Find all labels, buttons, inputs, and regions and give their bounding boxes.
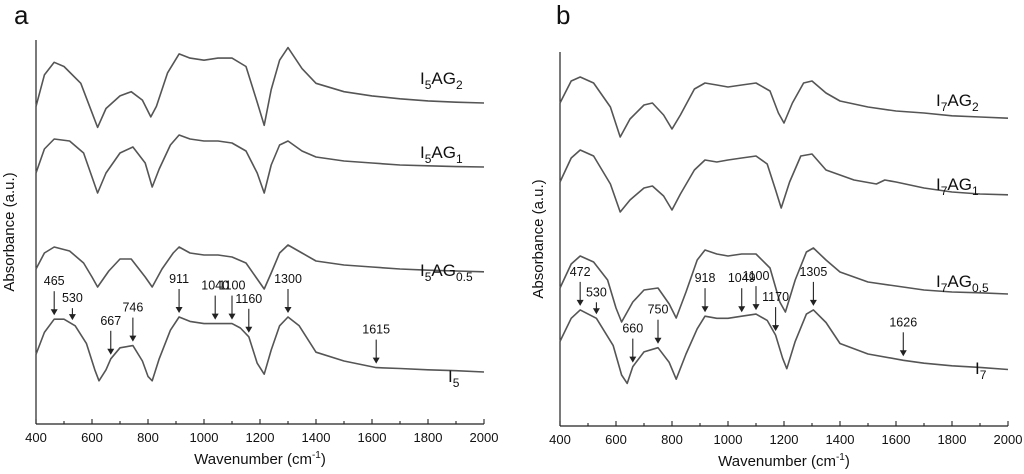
x-tick-label: 800 <box>137 430 159 445</box>
annotation-label: 465 <box>44 274 65 288</box>
annotation-label: 1100 <box>743 269 770 283</box>
annotation-label: 530 <box>586 285 607 299</box>
x-tick-label: 2000 <box>994 432 1023 447</box>
x-axis-label: Wavenumber (cm-1) <box>718 452 850 470</box>
series-line <box>559 247 1009 323</box>
annotation-label: 1300 <box>274 272 302 286</box>
y-axis-label: Absorbance (a.u.) <box>1 172 18 291</box>
x-tick-label: 400 <box>549 432 571 447</box>
annotation-arrowhead <box>809 299 817 306</box>
annotation-label: 1170 <box>762 290 789 304</box>
series-line <box>35 244 485 290</box>
annotation-label: 911 <box>169 272 189 286</box>
y-axis-label: Absorbance (a.u.) <box>530 179 547 298</box>
annotation-arrowhead <box>129 335 137 342</box>
annotation-arrowhead <box>211 313 219 320</box>
annotation-arrowhead <box>372 357 380 364</box>
x-tick-label: 1000 <box>714 432 743 447</box>
annotation-arrowhead <box>654 337 662 344</box>
x-tick-label: 1800 <box>938 432 967 447</box>
annotation-label: 1040 <box>201 279 229 293</box>
x-tick-label: 2000 <box>470 430 499 445</box>
annotation-label: 750 <box>648 303 669 317</box>
annotation-label: 1305 <box>799 265 827 279</box>
annotation-arrowhead <box>592 308 600 315</box>
x-tick-label: 1200 <box>246 430 275 445</box>
x-tick-label: 1600 <box>882 432 911 447</box>
x-tick-label: 1000 <box>190 430 219 445</box>
annotation-arrowhead <box>245 326 253 333</box>
series-label: I7AG2 <box>936 91 979 114</box>
annotation-label: 1626 <box>889 315 917 329</box>
annotation-arrowhead <box>228 313 236 320</box>
x-tick-label: 1400 <box>302 430 331 445</box>
annotation-label: 1160 <box>235 292 262 306</box>
annotation-label: 746 <box>122 301 143 315</box>
annotation-label: 530 <box>62 291 83 305</box>
annotation-arrowhead <box>772 325 780 332</box>
annotation-arrowhead <box>50 309 58 316</box>
annotation-arrowhead <box>701 306 709 313</box>
series-label: I5 <box>448 367 460 390</box>
annotation-arrowhead <box>284 307 292 313</box>
annotation-arrowhead <box>752 304 760 311</box>
annotation-arrowhead <box>738 306 746 313</box>
x-tick-label: 600 <box>81 430 103 445</box>
x-tick-label: 1400 <box>826 432 855 447</box>
annotation-arrowhead <box>576 299 584 306</box>
x-tick-label: 600 <box>605 432 627 447</box>
annotation-label: 660 <box>622 322 643 336</box>
series-label: I5AG2 <box>420 69 463 92</box>
series-line <box>35 46 485 129</box>
annotation-label: 667 <box>100 314 121 328</box>
x-tick-label: 800 <box>661 432 683 447</box>
annotation-label: 1100 <box>219 279 246 293</box>
annotation-arrowhead <box>107 348 115 355</box>
series-line <box>35 316 485 382</box>
annotation-arrowhead <box>899 350 907 357</box>
annotation-label: 1049 <box>728 271 756 285</box>
x-tick-label: 1600 <box>358 430 387 445</box>
x-tick-label: 400 <box>25 430 47 445</box>
x-tick-label: 1200 <box>770 432 799 447</box>
series-line <box>559 76 1009 138</box>
series-label: I7AG1 <box>936 175 979 198</box>
series-label: I7AG0.5 <box>936 272 989 295</box>
x-axis-label: Wavenumber (cm-1) <box>194 450 326 468</box>
annotation-arrowhead <box>629 356 637 363</box>
annotation-label: 472 <box>570 265 591 279</box>
annotation-label: 1615 <box>362 323 390 337</box>
series-line <box>559 149 1009 213</box>
series-line <box>559 309 1009 385</box>
annotation-arrowhead <box>175 307 183 313</box>
x-tick-label: 1800 <box>414 430 443 445</box>
panel-letter: a <box>14 0 29 30</box>
panel-letter: b <box>556 0 570 30</box>
series-line <box>35 134 485 194</box>
annotation-label: 918 <box>695 271 716 285</box>
series-label: I5AG1 <box>420 143 463 166</box>
series-label: I5AG0.5 <box>420 261 473 284</box>
series-label: I7 <box>975 359 987 382</box>
annotation-arrowhead <box>68 314 76 321</box>
